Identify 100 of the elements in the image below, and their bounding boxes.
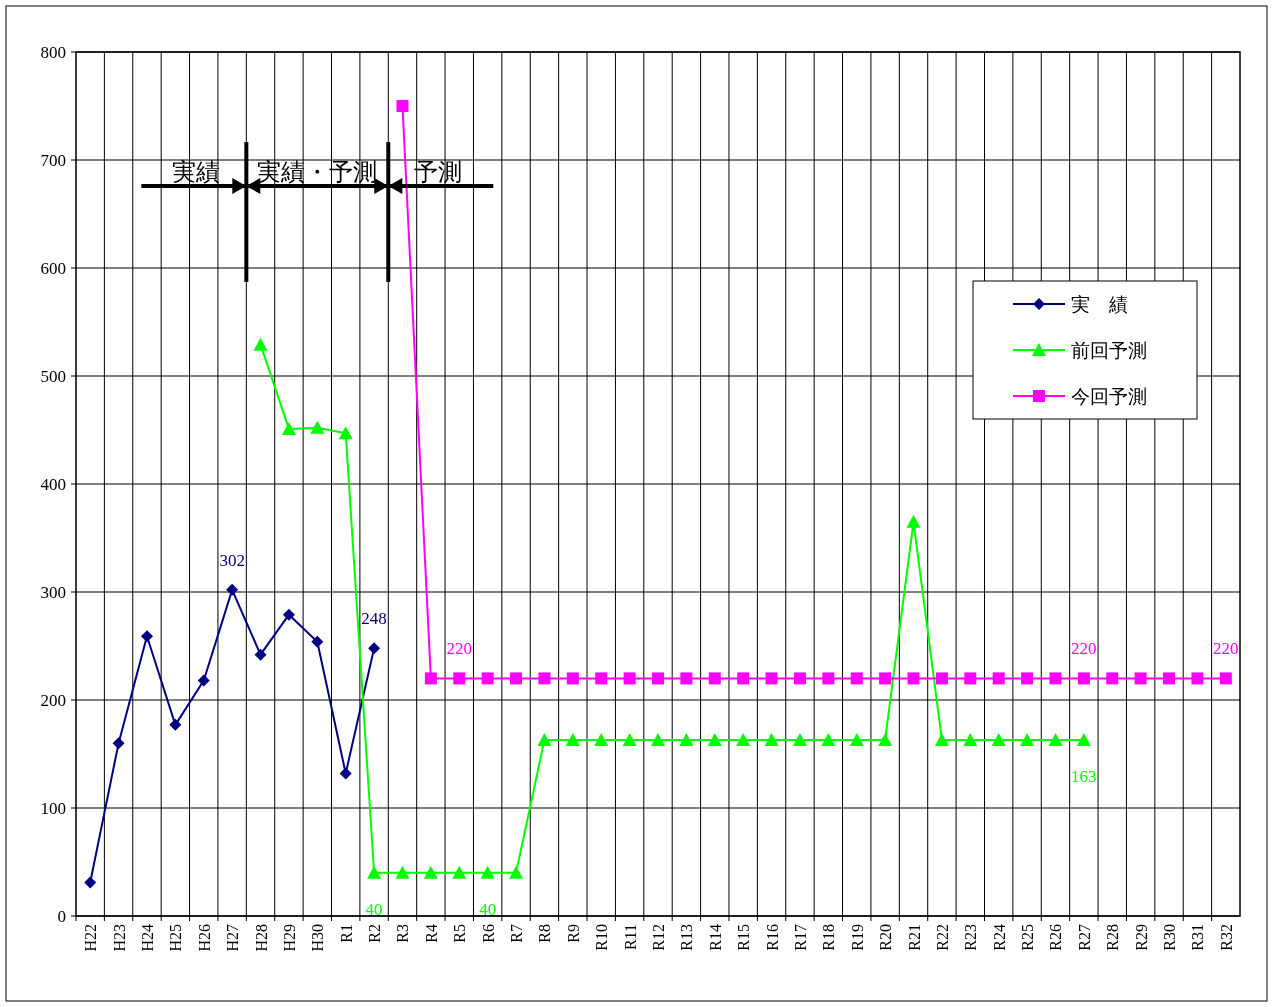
x-tick-label: R22 [933, 924, 951, 951]
point [565, 732, 580, 746]
x-tick-label: R26 [1047, 924, 1065, 951]
x-tick-label: R24 [990, 924, 1008, 951]
point [879, 672, 892, 685]
point [1106, 672, 1119, 685]
point [935, 672, 948, 685]
x-tick-label: R25 [1019, 924, 1037, 951]
point [907, 672, 920, 685]
point [481, 672, 494, 685]
x-tick-label: R2 [366, 924, 384, 943]
point [992, 672, 1005, 685]
point [964, 672, 977, 685]
point [254, 648, 267, 661]
point [1021, 672, 1034, 685]
point [737, 672, 750, 685]
point [339, 767, 352, 780]
point [396, 100, 409, 112]
x-tick-label: R5 [451, 924, 469, 943]
data-label: 40 [365, 899, 383, 919]
x-tick-label: R20 [877, 924, 895, 951]
point [1048, 732, 1063, 746]
point [651, 732, 665, 746]
point [1020, 732, 1035, 746]
x-tick-label: H23 [110, 924, 128, 952]
y-tick-label: 800 [40, 43, 66, 62]
x-tick-label: R32 [1217, 924, 1235, 951]
x-tick-label: H29 [280, 924, 298, 952]
point [84, 876, 97, 889]
point [1076, 732, 1091, 746]
data-label: 220 [1071, 639, 1097, 659]
point [281, 421, 296, 435]
point [367, 865, 382, 879]
point [537, 732, 552, 746]
x-tick-label: R8 [536, 924, 554, 943]
x-tick-label: R16 [763, 924, 781, 951]
x-tick-label: R19 [848, 924, 866, 951]
point [1077, 672, 1090, 685]
x-tick-label: R12 [650, 924, 667, 951]
data-label: 220 [446, 639, 473, 659]
y-tick-label: 400 [40, 475, 66, 494]
legend-label: 実 績 [1071, 294, 1128, 315]
point [282, 608, 295, 621]
data-label: 302 [219, 550, 245, 570]
point [253, 337, 268, 351]
point [226, 583, 239, 596]
x-tick-label: R29 [1132, 924, 1150, 951]
point [509, 865, 524, 879]
point [822, 672, 835, 685]
point [821, 732, 836, 746]
point [452, 865, 467, 879]
point [510, 672, 523, 685]
point [793, 672, 806, 685]
legend-label: 前回予測 [1071, 340, 1147, 361]
point [1134, 672, 1147, 685]
point [423, 865, 438, 879]
legend-label: 今回予測 [1071, 386, 1147, 407]
point [622, 732, 637, 746]
point [566, 672, 579, 685]
point [538, 672, 551, 685]
x-tick-label: R10 [593, 924, 611, 951]
y-tick-label: 500 [40, 367, 66, 386]
point [1191, 672, 1204, 685]
x-tick-label: H27 [224, 924, 242, 952]
point [368, 642, 381, 655]
point [594, 732, 609, 746]
point [906, 514, 921, 528]
point [991, 732, 1006, 746]
x-tick-label: R17 [791, 924, 809, 951]
point [169, 718, 182, 731]
x-tick-label: H30 [309, 924, 327, 952]
point [878, 732, 893, 746]
point [1219, 672, 1232, 685]
x-tick-label: R28 [1104, 924, 1122, 951]
point [652, 672, 664, 685]
y-tick-label: 0 [57, 907, 66, 926]
x-tick-label: H25 [167, 924, 185, 952]
data-label: 163 [1071, 766, 1097, 786]
x-tick-label: R6 [479, 924, 497, 943]
x-tick-label: H26 [195, 924, 213, 952]
point [963, 732, 978, 746]
point [112, 737, 125, 750]
x-tick-label: R9 [564, 924, 582, 943]
x-tick-label: R13 [678, 924, 696, 951]
point [680, 672, 693, 685]
x-tick-label: R21 [905, 924, 923, 951]
point [765, 672, 778, 685]
point [310, 420, 325, 434]
point [764, 732, 779, 746]
point [850, 672, 863, 685]
point [934, 732, 949, 746]
x-tick-label: R15 [735, 924, 753, 951]
x-tick-label: H22 [82, 924, 100, 952]
y-tick-label: 300 [40, 583, 66, 602]
x-tick-label: R18 [820, 924, 838, 951]
data-label: 40 [479, 899, 497, 919]
point [623, 672, 636, 685]
x-tick-label: R30 [1161, 924, 1179, 951]
y-tick-label: 200 [40, 691, 66, 710]
point [311, 635, 324, 648]
